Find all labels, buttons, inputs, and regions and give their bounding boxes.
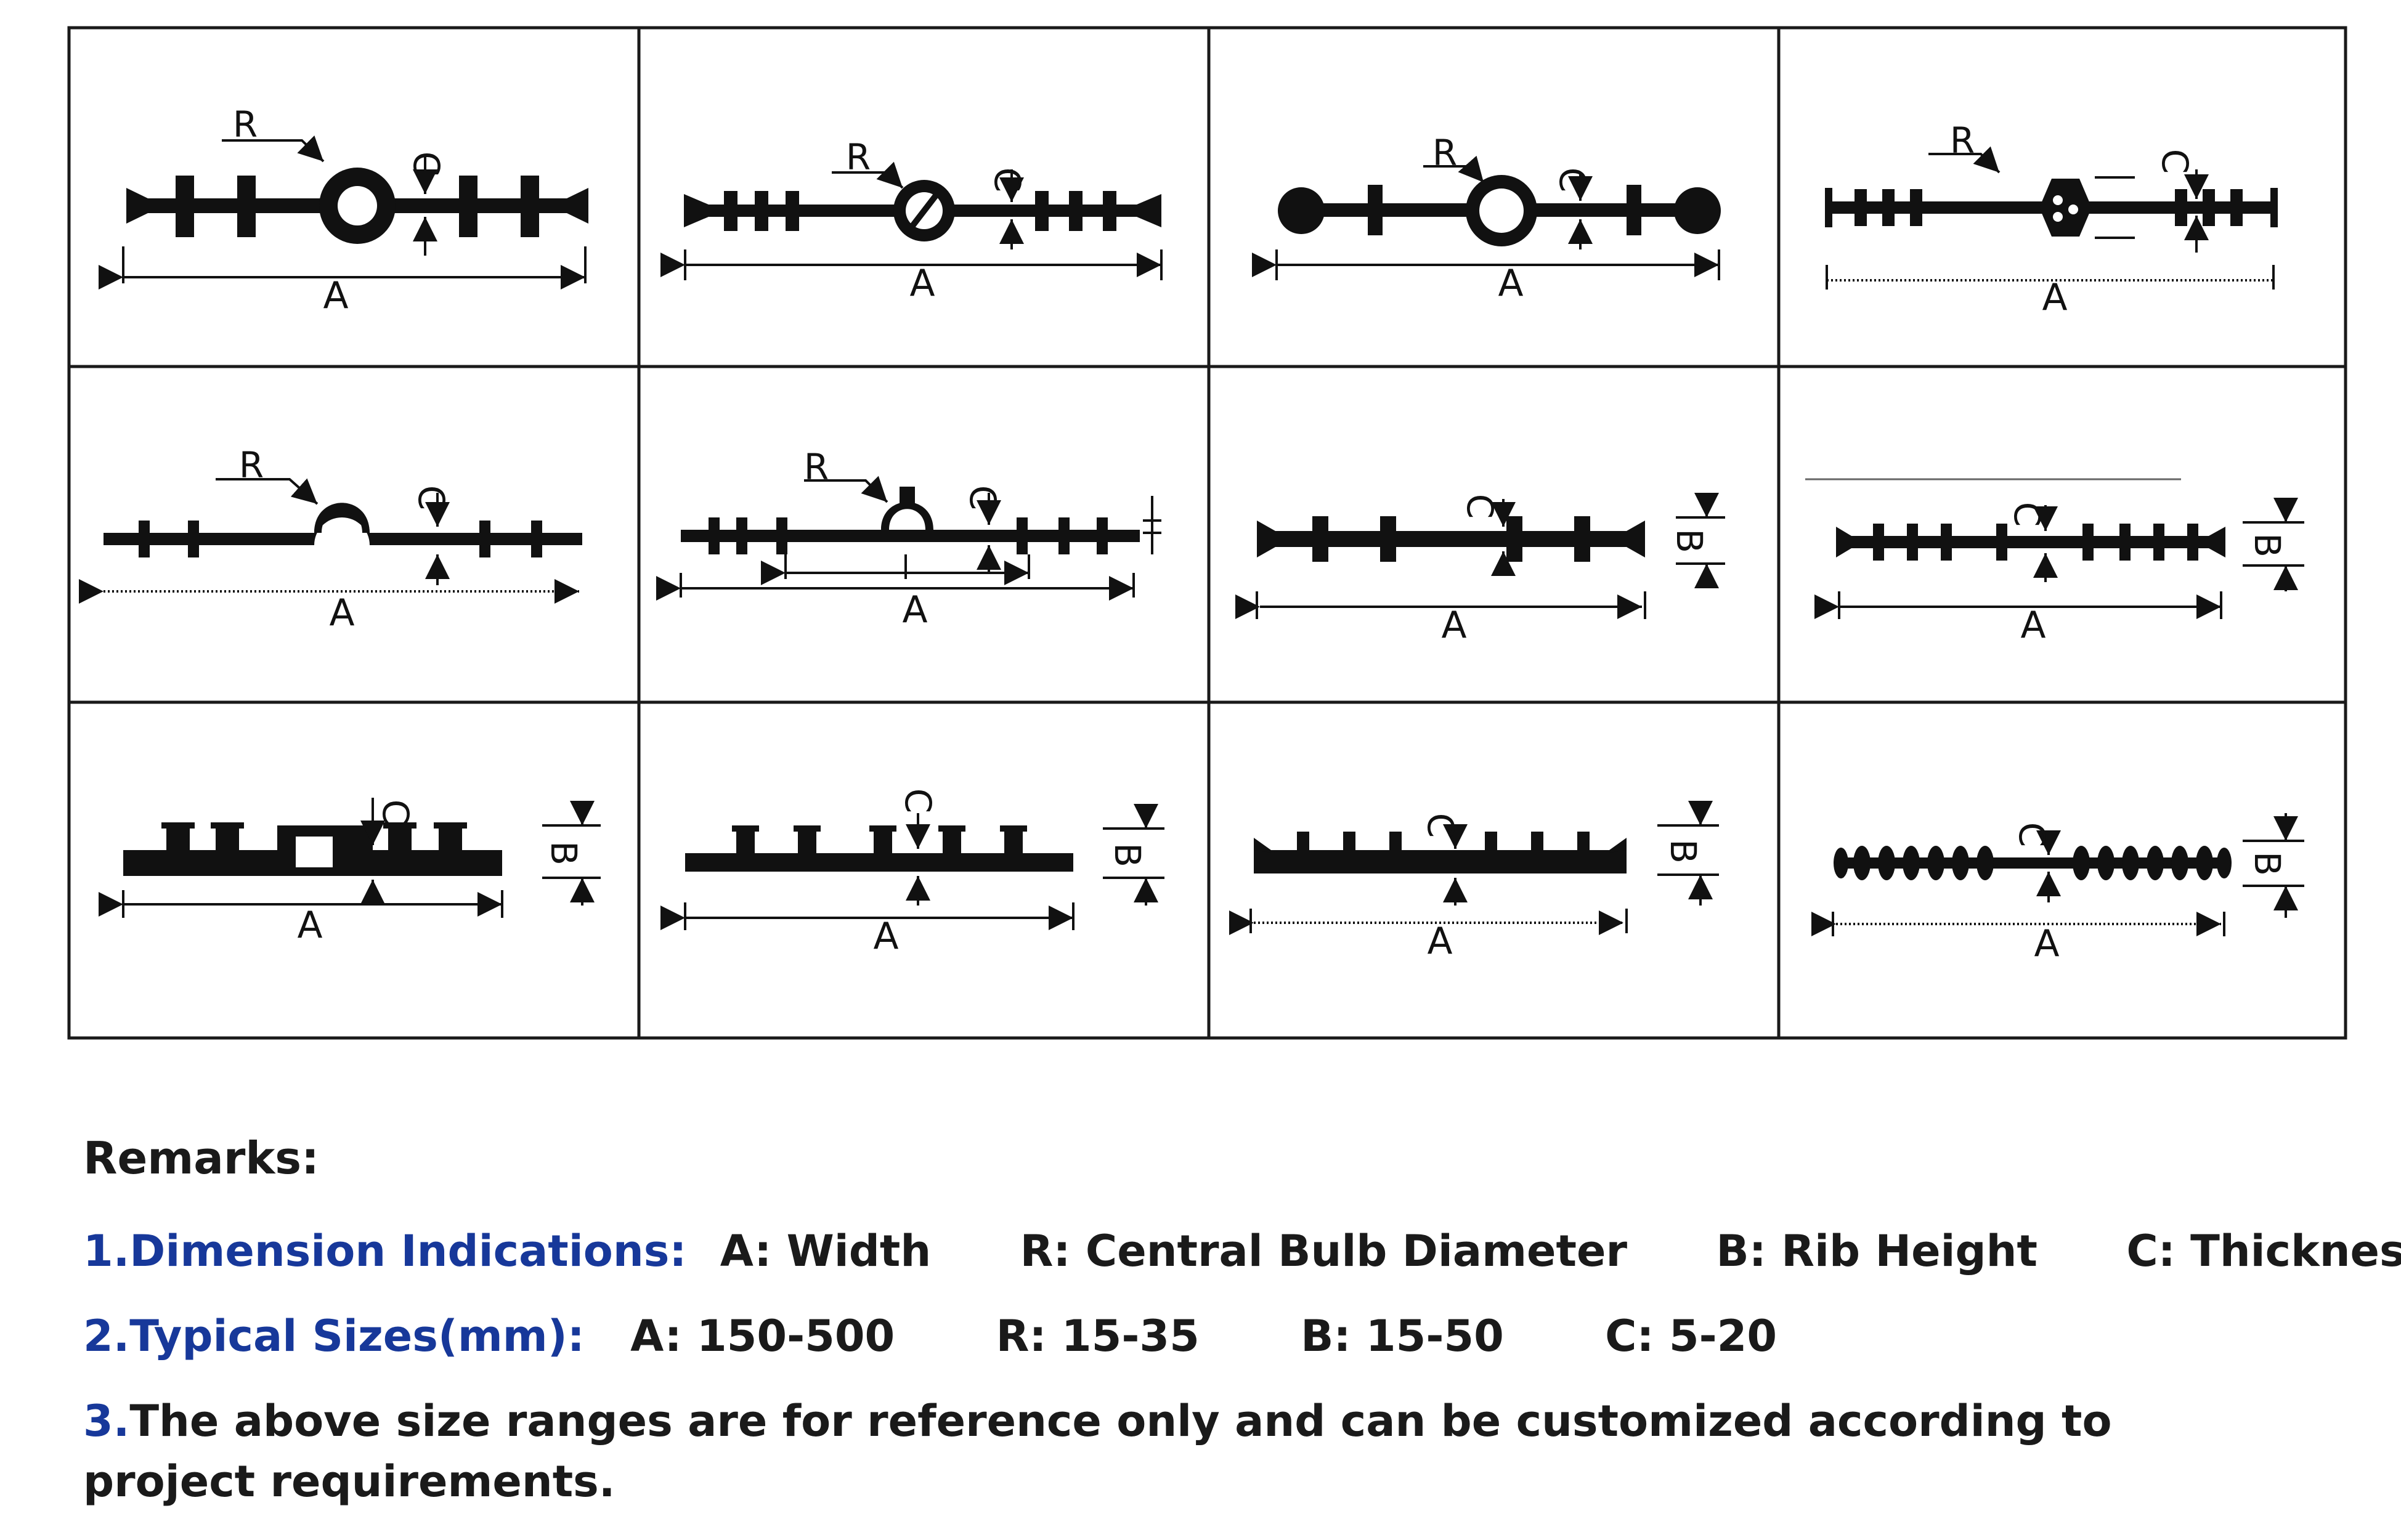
profile-bulb-hexagon	[1825, 179, 2278, 237]
label-b: B	[2246, 533, 2288, 557]
dimension-marks	[99, 798, 601, 918]
dimension-marks	[660, 804, 1164, 930]
label-b: B	[543, 841, 585, 865]
label-a: A	[1441, 604, 1466, 647]
profile-beaded	[1834, 846, 2232, 880]
label-a: A	[1427, 920, 1452, 963]
profile-flat-multi-rib	[1836, 524, 2225, 561]
dimension-marks	[1252, 155, 1720, 280]
label-c: C	[1459, 494, 1501, 519]
label-r: R	[233, 103, 258, 145]
dimension-marks	[79, 478, 579, 604]
label-b: B	[1107, 843, 1148, 867]
label-a: A	[909, 262, 935, 305]
indication-r: R: Central Bulb Diameter	[1020, 1226, 1627, 1276]
waterstop-profile-grid: R C A R C A	[67, 26, 2347, 1040]
label-r: R	[804, 446, 829, 488]
profile-base-ribbed	[685, 825, 1073, 872]
label-a: A	[2020, 604, 2046, 647]
label-c: C	[2154, 149, 2196, 174]
dimension-marks	[660, 161, 1163, 280]
label-c: C	[1420, 813, 1461, 838]
dimension-marks	[656, 476, 1161, 601]
profile-arch-bulb	[104, 503, 582, 557]
label-a: A	[2034, 922, 2059, 965]
profile-arch-bulb-nub	[681, 487, 1140, 554]
indication-c: C: Thickness	[2126, 1226, 2401, 1276]
typical-sizes-label: 2.Typical Sizes(mm):	[83, 1311, 585, 1361]
label-c: C	[986, 168, 1028, 193]
label-b: B	[2246, 851, 2288, 876]
label-c: C	[2011, 822, 2053, 848]
label-c: C	[375, 800, 416, 825]
label-c: C	[2006, 502, 2048, 527]
dimension-marks	[1805, 478, 2304, 619]
dimension-marks	[1229, 801, 1719, 935]
profile-base-thin-ribs	[1254, 832, 1627, 873]
size-c: C: 5-20	[1605, 1311, 1777, 1361]
dimension-marks	[99, 135, 587, 290]
profile-bulb-fishtail	[126, 168, 588, 244]
label-c: C	[962, 485, 1004, 511]
note-number: 3.	[83, 1396, 130, 1446]
note-text: The above size ranges are for reference …	[83, 1396, 2112, 1507]
label-a: A	[2042, 276, 2067, 319]
label-c: C	[405, 152, 447, 177]
label-b: B	[1662, 839, 1704, 864]
label-a: A	[329, 591, 354, 634]
label-b: B	[1668, 529, 1710, 553]
size-b: B: 15-50	[1301, 1311, 1504, 1361]
indication-a: A: Width	[720, 1226, 932, 1276]
typical-sizes-line: 2.Typical Sizes(mm): A: 150-500 R: 15-35…	[83, 1311, 1777, 1361]
label-r: R	[846, 136, 871, 178]
profile-flat-ribbed	[1257, 516, 1645, 562]
label-a: A	[873, 915, 898, 958]
profile-bulb-slash	[684, 180, 1161, 241]
dimension-indications-line: 1.Dimension Indications: A: Width R: Cen…	[83, 1226, 2401, 1276]
size-r: R: 15-35	[996, 1311, 1200, 1361]
label-c: C	[897, 788, 939, 814]
label-r: R	[1950, 120, 1975, 161]
dimension-marks	[1811, 813, 2304, 936]
label-r: R	[1432, 132, 1457, 174]
profile-bulb-round-ends	[1278, 175, 1721, 246]
dimension-indications-label: 1.Dimension Indications	[83, 1226, 670, 1276]
label-c: C	[410, 485, 452, 511]
size-a: A: 150-500	[630, 1311, 895, 1361]
customization-note: 3.The above size ranges are for referenc…	[83, 1391, 2240, 1512]
label-a: A	[297, 904, 322, 947]
indication-b: B: Rib Height	[1716, 1226, 2037, 1276]
label-a: A	[323, 274, 348, 317]
profile-base-hollow	[123, 822, 502, 876]
grid-frame	[67, 26, 2347, 1040]
dimension-indications-colon: :	[669, 1226, 687, 1276]
remarks-title: Remarks:	[83, 1132, 319, 1184]
dimension-marks	[1235, 493, 1725, 619]
label-a: A	[902, 588, 927, 631]
label-a: A	[1498, 262, 1523, 305]
label-r: R	[239, 444, 264, 486]
label-c: C	[1551, 168, 1593, 193]
dimension-marks	[1826, 146, 2275, 290]
